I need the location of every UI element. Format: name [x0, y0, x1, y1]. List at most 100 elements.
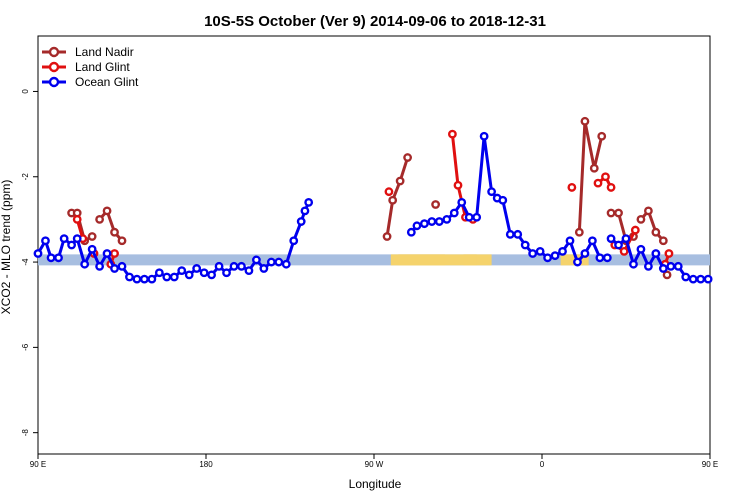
data-point	[513, 229, 523, 239]
data-point	[154, 268, 164, 278]
data-point	[169, 272, 179, 282]
plot-frame	[37, 35, 711, 455]
legend-swatch-marker	[48, 76, 60, 88]
data-point	[449, 208, 459, 218]
data-point	[431, 200, 440, 209]
data-point	[95, 215, 105, 224]
data-point	[644, 261, 653, 271]
data-point	[574, 227, 584, 237]
y-tick-label: 0	[21, 89, 30, 94]
y-axis: 0 -2 -4 -6 -8	[21, 89, 38, 436]
data-point	[72, 215, 82, 224]
data-point	[281, 259, 291, 269]
data-point	[403, 153, 412, 162]
legend-label: Land Nadir	[75, 45, 134, 59]
data-point	[87, 232, 97, 241]
data-point	[251, 255, 261, 265]
data-point	[636, 244, 646, 254]
data-point	[658, 264, 668, 273]
data-point	[662, 270, 672, 280]
data-point	[664, 249, 674, 258]
data-point	[580, 249, 590, 258]
data-point	[41, 236, 50, 246]
data-point	[543, 253, 552, 263]
data-point	[588, 236, 597, 246]
data-point	[614, 240, 623, 250]
data-point	[412, 221, 422, 231]
legend-label: Ocean Glint	[75, 75, 139, 89]
y-axis-label: XCO2 - MLO trend (ppm)	[0, 180, 13, 315]
data-point	[658, 236, 668, 246]
data-point	[434, 217, 444, 226]
data-point	[558, 246, 567, 256]
data-point	[274, 257, 284, 267]
data-point	[33, 249, 43, 258]
data-point	[593, 178, 603, 188]
data-point	[453, 180, 463, 190]
data-point	[636, 215, 646, 224]
data-point	[535, 246, 545, 256]
data-point	[266, 257, 276, 267]
data-point	[619, 246, 629, 256]
data-point	[102, 206, 112, 216]
data-point	[117, 236, 127, 246]
data-point	[520, 240, 530, 250]
data-point	[67, 240, 77, 250]
data-point	[505, 229, 515, 239]
series-line	[98, 209, 124, 242]
x-tick-label: 180	[199, 460, 213, 469]
data-point	[296, 217, 306, 226]
series-line	[385, 157, 410, 237]
data-point	[229, 261, 239, 271]
data-point	[237, 261, 246, 271]
data-point	[177, 266, 187, 275]
x-tick-label: 90 W	[365, 460, 384, 469]
data-point	[147, 274, 157, 284]
legend-item: Land Glint	[42, 60, 130, 74]
data-point	[580, 116, 590, 126]
data-point	[87, 244, 97, 254]
y-tick-label: -4	[21, 258, 30, 266]
legend-item: Ocean Glint	[42, 75, 139, 89]
data-point	[222, 268, 231, 278]
series-layer	[33, 116, 713, 284]
data-point	[688, 274, 698, 284]
data-point	[472, 212, 482, 222]
data-point	[419, 219, 429, 229]
data-point	[528, 249, 538, 258]
data-point	[595, 253, 605, 263]
data-point	[703, 274, 713, 284]
y-tick-label: -2	[21, 173, 30, 181]
data-point	[46, 253, 56, 263]
data-point	[442, 215, 452, 224]
x-axis-label: Longitude	[349, 477, 402, 491]
data-point	[601, 172, 610, 182]
data-point	[382, 232, 392, 241]
data-point	[629, 259, 638, 269]
data-point	[479, 131, 489, 141]
legend-swatch-marker	[48, 61, 60, 73]
data-point	[300, 206, 310, 216]
data-point	[621, 234, 631, 244]
data-point	[651, 249, 661, 258]
data-point	[673, 261, 683, 271]
x-tick-label: 90 E	[702, 460, 718, 469]
data-point	[681, 272, 691, 282]
series-line	[577, 119, 604, 233]
data-point	[395, 176, 405, 186]
data-point	[72, 234, 82, 244]
data-point	[565, 236, 575, 246]
data-point	[651, 227, 661, 237]
legend-item: Land Nadir	[42, 45, 134, 59]
y-tick-label: -6	[21, 343, 30, 351]
data-point	[132, 274, 142, 284]
data-point	[117, 261, 127, 271]
data-point	[162, 272, 172, 282]
data-point	[614, 208, 623, 218]
data-point	[573, 257, 582, 267]
data-point	[54, 253, 63, 263]
x-tick-label: 90 E	[30, 460, 46, 469]
data-point	[289, 236, 299, 246]
